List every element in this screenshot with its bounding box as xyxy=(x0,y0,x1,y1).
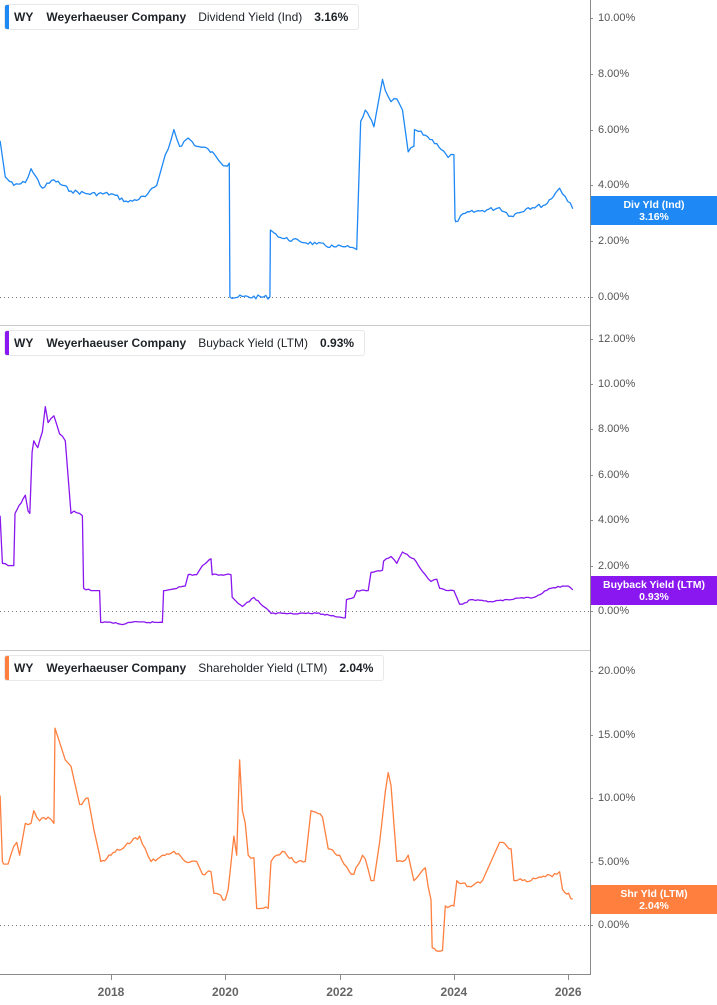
series-color-swatch xyxy=(5,5,9,29)
last-value-tag: Shr Yld (LTM) 2.04% xyxy=(591,885,717,914)
panel-buyback-yield: WY Weyerhaeuser Company Buyback Yield (L… xyxy=(0,326,717,650)
y-tick-mark xyxy=(590,429,593,431)
y-tick-label: 6.00% xyxy=(598,123,630,136)
y-tick-label: 10.00% xyxy=(598,378,636,390)
y-tick-label: 0.00% xyxy=(598,291,630,303)
legend-metric: Dividend Yield (Ind) xyxy=(198,10,303,24)
y-tick-mark xyxy=(590,474,593,476)
panel-shareholder-yield: WY Weyerhaeuser Company Shareholder Yiel… xyxy=(0,651,717,974)
x-tick-mark xyxy=(453,975,455,980)
y-tick-label: 20.00% xyxy=(598,665,636,677)
x-tick-mark xyxy=(111,975,112,980)
x-tick-mark xyxy=(339,975,341,980)
series-line xyxy=(0,727,573,952)
x-tick-label: 2026 xyxy=(554,985,582,999)
legend-company: Weyerhaeuser Company xyxy=(46,10,187,24)
y-tick-mark xyxy=(590,671,593,672)
y-tick-mark xyxy=(590,611,593,612)
legend-shareholder-yield[interactable]: WY Weyerhaeuser Company Shareholder Yiel… xyxy=(4,655,385,681)
tag-value: 3.16% xyxy=(639,210,669,223)
y-tick-label: 0.00% xyxy=(598,919,630,931)
y-tick-label: 8.00% xyxy=(598,67,630,80)
y-tick-mark xyxy=(590,520,593,522)
y-tick-mark xyxy=(590,129,593,131)
x-tick-label: 2022 xyxy=(326,985,353,999)
tag-label: Shr Yld (LTM) xyxy=(620,887,688,900)
legend-metric: Shareholder Yield (LTM) xyxy=(198,661,328,675)
y-tick-mark xyxy=(590,338,593,340)
y-tick-label: 8.00% xyxy=(598,423,630,436)
series-color-swatch xyxy=(5,656,9,680)
legend-dividend-yield[interactable]: WY Weyerhaeuser Company Dividend Yield (… xyxy=(4,4,360,30)
shareholder-yield-plot xyxy=(0,727,590,952)
y-tick-label: 2.00% xyxy=(598,235,630,248)
legend-metric: Buyback Yield (LTM) xyxy=(198,336,309,350)
tag-value: 2.04% xyxy=(639,899,669,912)
tag-value: 0.93% xyxy=(639,590,669,603)
legend-ticker: WY xyxy=(14,661,34,675)
y-tick-label: 10.00% xyxy=(598,12,636,24)
buyback-yield-plot xyxy=(0,406,590,626)
y-tick-mark xyxy=(590,861,593,863)
y-tick-label: 6.00% xyxy=(598,468,630,481)
y-tick-mark xyxy=(590,565,593,567)
last-value-tag: Div Yld (Ind) 3.16% xyxy=(591,196,717,225)
y-tick-mark xyxy=(590,73,593,75)
y-tick-mark xyxy=(590,384,593,385)
legend-value: 0.93% xyxy=(320,336,355,350)
tag-label: Div Yld (Ind) xyxy=(623,198,685,211)
legend-value: 3.16% xyxy=(314,10,349,24)
y-axis-line xyxy=(590,0,591,975)
series-line xyxy=(0,78,574,300)
series-color-swatch xyxy=(5,331,9,355)
y-tick-label: 4.00% xyxy=(598,514,630,527)
y-tick-mark xyxy=(590,18,593,19)
y-tick-label: 5.00% xyxy=(598,855,630,868)
legend-ticker: WY xyxy=(14,10,34,24)
x-tick-label: 2020 xyxy=(211,985,239,999)
last-value-tag: Buyback Yield (LTM) 0.93% xyxy=(591,576,717,605)
x-axis-line xyxy=(0,974,591,975)
legend-company: Weyerhaeuser Company xyxy=(46,661,187,675)
x-tick-mark xyxy=(568,975,570,980)
y-tick-mark xyxy=(590,798,593,799)
x-tick-label: 2018 xyxy=(97,985,125,999)
x-tick-mark xyxy=(225,975,227,980)
x-tick-label: 2024 xyxy=(440,985,468,999)
series-line xyxy=(0,406,574,626)
y-tick-mark xyxy=(590,734,593,736)
y-tick-mark xyxy=(590,925,593,926)
legend-company: Weyerhaeuser Company xyxy=(46,336,187,350)
tag-label: Buyback Yield (LTM) xyxy=(603,578,705,591)
legend-ticker: WY xyxy=(14,336,34,350)
panel-divider xyxy=(0,325,590,326)
y-tick-label: 12.00% xyxy=(598,332,636,345)
y-tick-mark xyxy=(590,185,593,187)
legend-buyback-yield[interactable]: WY Weyerhaeuser Company Buyback Yield (L… xyxy=(4,330,366,356)
dividend-yield-plot xyxy=(0,78,590,300)
y-tick-mark xyxy=(590,241,593,243)
y-tick-label: 4.00% xyxy=(598,179,630,192)
y-tick-label: 15.00% xyxy=(598,728,636,741)
panel-divider xyxy=(0,650,590,651)
y-tick-label: 10.00% xyxy=(598,792,636,804)
y-tick-label: 0.00% xyxy=(598,605,630,617)
y-tick-mark xyxy=(590,297,593,298)
legend-value: 2.04% xyxy=(339,661,374,675)
panel-dividend-yield: WY Weyerhaeuser Company Dividend Yield (… xyxy=(0,0,717,325)
y-tick-label: 2.00% xyxy=(598,559,630,572)
